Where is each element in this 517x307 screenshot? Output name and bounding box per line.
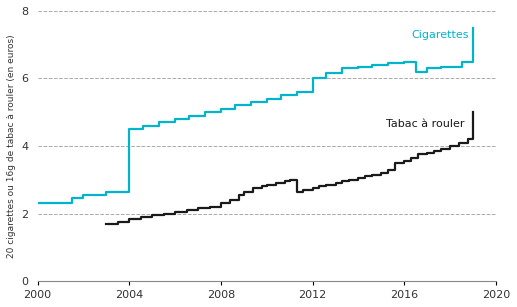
Y-axis label: 20 cigarettes ou 16g de tabac à rouler (en euros): 20 cigarettes ou 16g de tabac à rouler (… — [7, 34, 16, 258]
Text: Tabac à rouler: Tabac à rouler — [386, 119, 464, 130]
Text: Cigarettes: Cigarettes — [411, 30, 468, 40]
